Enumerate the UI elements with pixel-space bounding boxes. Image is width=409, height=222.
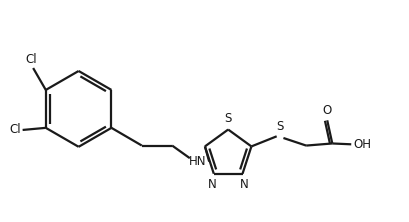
Text: HN: HN: [188, 155, 206, 168]
Text: N: N: [207, 178, 216, 191]
Text: Cl: Cl: [26, 53, 37, 65]
Text: N: N: [239, 178, 248, 191]
Text: S: S: [276, 120, 283, 133]
Text: O: O: [322, 104, 331, 117]
Text: OH: OH: [352, 138, 370, 151]
Text: S: S: [224, 112, 231, 125]
Text: Cl: Cl: [9, 123, 20, 137]
